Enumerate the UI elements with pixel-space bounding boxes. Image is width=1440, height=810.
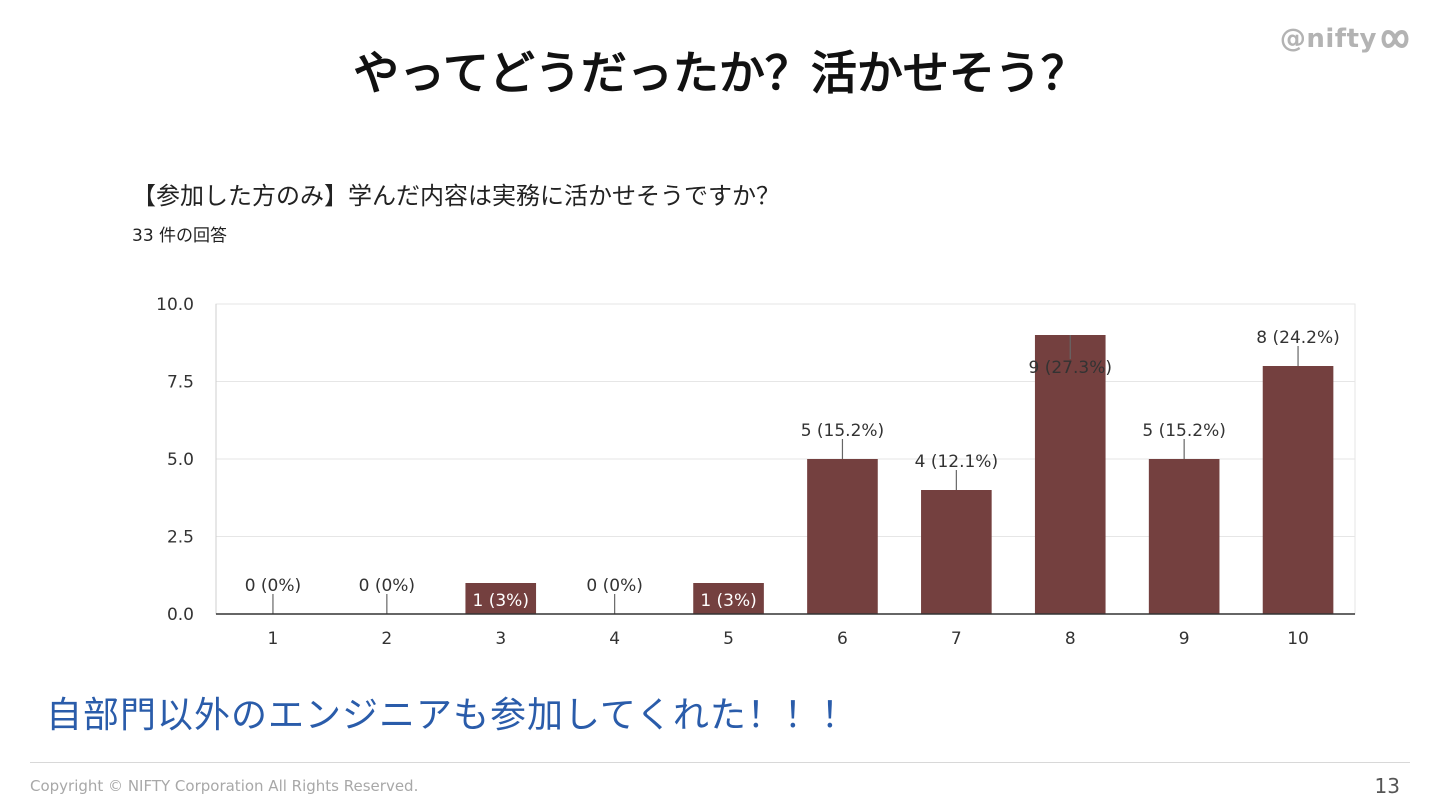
bar (921, 490, 992, 614)
x-tick-label: 9 (1179, 629, 1190, 649)
y-tick-label: 2.5 (167, 528, 194, 548)
y-tick-label: 7.5 (167, 373, 194, 393)
bar (807, 459, 878, 614)
y-tick-label: 0.0 (167, 605, 194, 625)
x-tick-label: 3 (495, 629, 506, 649)
data-label: 0 (0%) (586, 576, 642, 596)
data-label: 0 (0%) (245, 576, 301, 596)
bar-chart: 0.0 2.5 5.0 7.5 10.0 0 (0%) 1 0 (0%) 2 1 (3%) 3 0 (… (156, 295, 1356, 649)
data-label: 9 (27.3%) (1029, 358, 1113, 378)
chart-question-title: 【参加した方のみ】学んだ内容は実務に活かせそうですか？ (132, 182, 780, 210)
copyright-text: Copyright © NIFTY Corporation All Rights… (30, 777, 419, 795)
data-label: 5 (15.2%) (1142, 421, 1226, 441)
footer-divider (30, 762, 1410, 763)
x-tick-label: 4 (609, 629, 620, 649)
data-label: 5 (15.2%) (801, 421, 885, 441)
data-label: 8 (24.2%) (1256, 328, 1340, 348)
slide-title: やってどうだったか？活かせそう？ (353, 46, 1087, 100)
x-tick-label: 7 (951, 629, 962, 649)
logo-text: @nifty (1279, 24, 1377, 54)
bar (1034, 335, 1106, 614)
data-label: 1 (3%) (473, 591, 529, 611)
response-count: 33 件の回答 (132, 226, 228, 246)
x-tick-label: 6 (837, 629, 848, 649)
slide-message: 自部門以外のエンジニアも参加してくれた！！！ (46, 695, 858, 736)
x-tick-label: 1 (268, 629, 279, 649)
x-tick-label: 5 (723, 629, 734, 649)
x-tick-label: 8 (1065, 629, 1076, 649)
data-label: 4 (12.1%) (915, 452, 999, 472)
data-label: 0 (0%) (359, 576, 415, 596)
bar (1148, 459, 1220, 614)
bar (465, 583, 537, 614)
y-tick-label: 10.0 (156, 295, 194, 315)
data-label: 1 (3%) (700, 591, 756, 611)
x-tick-label: 10 (1287, 629, 1309, 649)
bar (1262, 366, 1334, 614)
nifty-logo: @nifty (1280, 24, 1410, 54)
x-tick-label: 2 (381, 629, 392, 649)
nifty-infinity-icon (1381, 29, 1409, 49)
page-number: 13 (1374, 774, 1400, 798)
bar (693, 583, 764, 614)
y-tick-label: 5.0 (167, 450, 194, 470)
